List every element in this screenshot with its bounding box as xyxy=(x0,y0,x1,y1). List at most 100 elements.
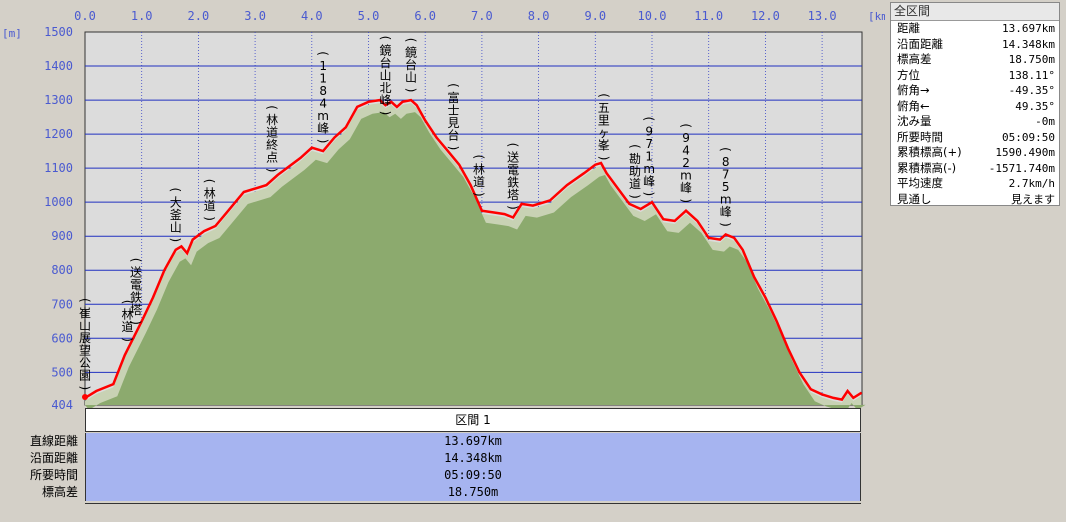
waypoint-char: 助 xyxy=(629,164,641,178)
waypoint-char: 2 xyxy=(682,156,690,170)
y-tick-label: 900 xyxy=(51,229,73,243)
summary-row: 平均速度 2.7km/h xyxy=(891,176,1059,192)
waypoint-char: 道 xyxy=(122,320,134,334)
summary-value: 2.7km/h xyxy=(1008,177,1055,190)
waypoint-char: 峯 xyxy=(598,139,610,153)
waypoint-char: ( xyxy=(597,93,611,98)
waypoint-char: 1 xyxy=(319,59,327,73)
waypoint-char: 峰 xyxy=(380,94,392,108)
waypoint-char: 望 xyxy=(79,343,91,357)
waypoint-char: ) xyxy=(379,111,393,116)
waypoint-char: 5 xyxy=(722,180,730,194)
summary-value: -1571.740m xyxy=(988,161,1055,175)
start-marker xyxy=(82,394,88,400)
waypoint-char: 山 xyxy=(380,69,392,83)
summary-row: 沈み量 -0m xyxy=(891,114,1059,130)
waypoint-char: 見 xyxy=(448,116,460,130)
waypoint-char: 勘 xyxy=(629,152,641,166)
summary-label: 距離 xyxy=(897,21,920,35)
waypoint-char: 道 xyxy=(629,177,641,191)
section-row-label: 所要時間 xyxy=(29,468,78,482)
y-axis-ticks: 1500 1400 1300 1200 1100 1000 900 800 700 600 500 4… xyxy=(44,25,73,410)
y-tick-label: 1400 xyxy=(44,59,73,73)
elevation-chart: 0.0 1.0 2.0 3.0 4.0 5.0 6.0 7.0 8.0 9.0 10.0 11.0 12… xyxy=(2,9,885,410)
summary-value: 見えます xyxy=(1011,192,1055,206)
section-header[interactable]: 区間 1 xyxy=(85,408,861,432)
summary-row: 距離 13.697km xyxy=(891,21,1059,37)
y-tick-label: 404 xyxy=(51,398,73,410)
waypoint-char: ) xyxy=(506,205,520,210)
waypoint-char: ( xyxy=(679,123,693,128)
section-row-value: 13.697km xyxy=(85,433,861,450)
waypoint-label: (林道) xyxy=(203,179,217,221)
waypoint-char: 鏡 xyxy=(380,43,392,58)
waypoint-char: 鏡 xyxy=(405,45,417,60)
waypoint-char: 山 xyxy=(170,220,182,234)
section-row-label: 標高差 xyxy=(41,485,78,499)
waypoint-char: ) xyxy=(472,192,486,197)
waypoint-labels: (崔山展望公園)(林道)(送電鉄塔)(大釜山)(林道)(林道終点)(1184m峰… xyxy=(78,36,733,391)
waypoint-char: 道 xyxy=(473,175,485,189)
y-tick-label: 1200 xyxy=(44,127,73,141)
waypoint-char: ( xyxy=(642,117,656,122)
summary-label: 累積標高(-) xyxy=(897,160,957,175)
section-row-label: 沿面距離 xyxy=(29,451,78,465)
waypoint-char: ) xyxy=(719,222,733,227)
section-row-value: 05:09:50 xyxy=(85,467,861,484)
summary-row: 標高差 18.750m xyxy=(891,52,1059,68)
section-table: 直線距離 13.697km 沿面距離 14.348km 所要時間 05:09:50 標… xyxy=(0,433,862,501)
waypoint-char: 塔 xyxy=(130,303,142,317)
waypoint-char: 道 xyxy=(266,126,278,140)
summary-row: 俯角→ -49.35° xyxy=(891,83,1059,99)
summary-value: 13.697km xyxy=(1002,22,1055,35)
summary-label: 平均速度 xyxy=(897,176,943,190)
summary-value: 18.750m xyxy=(1008,53,1055,66)
waypoint-char: 点 xyxy=(266,151,278,165)
waypoint-char: 林 xyxy=(473,162,485,176)
waypoint-char: ( xyxy=(447,83,461,88)
waypoint-char: ( xyxy=(78,298,92,303)
summary-panel: 全区間 距離 13.697km 沿面距離 14.348km 標高差 18.750m 方… xyxy=(890,2,1060,206)
waypoint-char: 終 xyxy=(266,137,278,152)
waypoint-char: 富 xyxy=(448,90,460,105)
waypoint-char: m xyxy=(317,109,329,123)
waypoint-char: 4 xyxy=(682,144,690,158)
waypoint-char: m xyxy=(643,162,655,176)
x-tick-label: 9.0 xyxy=(584,9,606,23)
summary-value: 1590.490m xyxy=(995,146,1055,159)
x-tick-label: 7.0 xyxy=(471,9,493,23)
waypoint-label: (林道) xyxy=(121,300,135,342)
x-axis-ticks: 0.0 1.0 2.0 3.0 4.0 5.0 6.0 7.0 8.0 9.0 10.0 11.0 12… xyxy=(74,9,836,23)
section-row: 所要時間 05:09:50 xyxy=(0,467,862,484)
waypoint-char: ) xyxy=(404,88,418,93)
waypoint-char: 大 xyxy=(170,195,182,209)
x-tick-label: 13.0 xyxy=(808,9,837,23)
section-table-border xyxy=(85,503,861,504)
waypoint-char: ( xyxy=(129,258,143,263)
waypoint-char: ヶ xyxy=(598,126,610,140)
y-tick-label: 800 xyxy=(51,263,73,277)
waypoint-char: 送 xyxy=(130,265,142,280)
waypoint-char: 7 xyxy=(645,137,653,151)
x-tick-label: 8.0 xyxy=(528,9,550,23)
waypoint-char: ) xyxy=(628,194,642,199)
waypoint-char: 林 xyxy=(122,308,134,322)
waypoint-label: (勘助道) xyxy=(628,144,642,199)
x-tick-label: 3.0 xyxy=(244,9,266,23)
summary-label: 俯角← xyxy=(897,98,930,113)
waypoint-char: ( xyxy=(265,105,279,110)
waypoint-char: 台 xyxy=(380,55,392,70)
waypoint-char: ) xyxy=(203,216,217,221)
summary-value: 14.348km xyxy=(1002,37,1055,51)
y-tick-label: 500 xyxy=(51,365,73,379)
summary-label: 見通し xyxy=(897,191,932,206)
waypoint-char: 8 xyxy=(722,155,730,169)
waypoint-char: m xyxy=(720,192,732,206)
